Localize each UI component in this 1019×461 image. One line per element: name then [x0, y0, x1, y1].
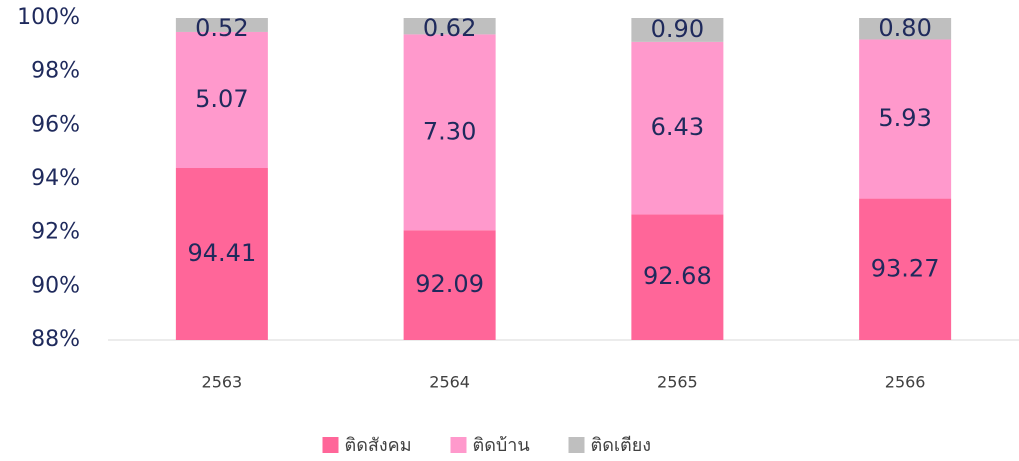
bar-segment [631, 18, 724, 42]
bar-segment [403, 18, 496, 35]
legend-label: ติดสังคม [345, 435, 412, 456]
data-label: 7.30 [423, 117, 476, 145]
data-label: 6.43 [651, 113, 704, 141]
x-tick-label: 2565 [657, 373, 698, 392]
bar-segment [859, 198, 952, 340]
y-tick-label: 100% [17, 5, 80, 30]
bar-segment [403, 230, 496, 340]
legend-swatch [450, 437, 467, 453]
legend-label: ติดเตียง [591, 435, 652, 456]
y-tick-label: 92% [31, 220, 80, 245]
x-tick-label: 2564 [429, 373, 470, 392]
bar-segment [631, 214, 724, 340]
x-tick-label: 2566 [885, 373, 926, 392]
legend-label: ติดบ้าน [473, 435, 530, 456]
bar-segment [859, 18, 952, 40]
bar-segment [403, 34, 496, 231]
data-label: 5.07 [195, 85, 248, 113]
y-tick-label: 96% [31, 112, 80, 137]
data-label: 92.09 [415, 270, 484, 298]
y-tick-label: 98% [31, 59, 80, 84]
legend-swatch [568, 437, 585, 453]
data-label: 0.90 [651, 15, 704, 43]
data-label: 5.93 [878, 104, 931, 132]
data-label: 0.62 [423, 14, 476, 42]
data-label: 94.41 [188, 239, 257, 267]
x-tick-label: 2563 [202, 373, 243, 392]
data-label: 0.80 [878, 14, 931, 42]
bar-segment [859, 39, 952, 199]
bar-segment [631, 41, 724, 215]
bar-segment [175, 167, 268, 340]
y-tick-label: 94% [31, 166, 80, 191]
bar-segment [175, 31, 268, 168]
y-tick-label: 88% [31, 327, 80, 352]
data-label: 93.27 [871, 254, 940, 282]
y-tick-label: 90% [31, 273, 80, 298]
legend-swatch [322, 437, 339, 453]
data-label: 0.52 [195, 14, 248, 42]
bar-segment [175, 18, 268, 32]
data-label: 92.68 [643, 262, 712, 290]
